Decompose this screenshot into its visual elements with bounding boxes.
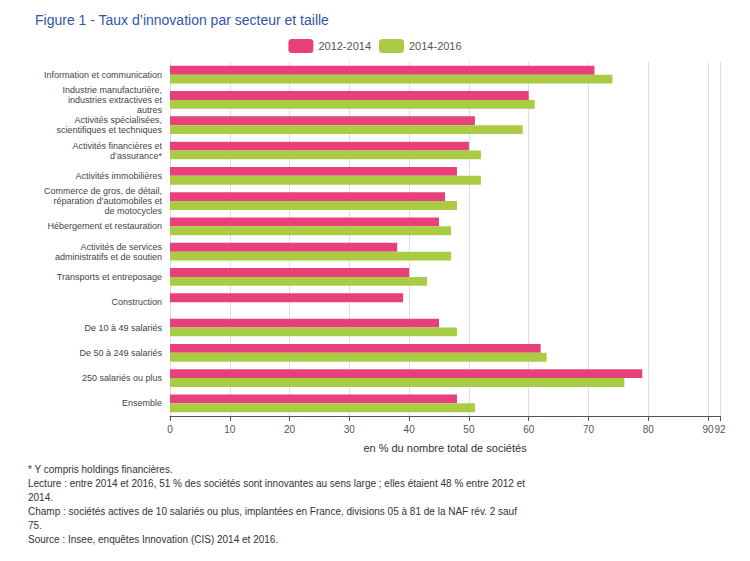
svg-text:250 salariés ou plus: 250 salariés ou plus: [82, 373, 163, 383]
svg-text:réparation d’automobiles et: réparation d’automobiles et: [53, 196, 162, 206]
svg-text:Construction: Construction: [111, 297, 162, 307]
svg-text:2014-2016: 2014-2016: [409, 40, 462, 52]
svg-text:de motocycles: de motocycles: [104, 206, 162, 216]
svg-text:Activités de services: Activités de services: [80, 242, 162, 252]
svg-text:2014.: 2014.: [28, 492, 53, 503]
svg-text:Champ : sociétés actives de 10: Champ : sociétés actives de 10 salariés …: [28, 506, 517, 517]
svg-text:d’assurance*: d’assurance*: [110, 151, 163, 161]
svg-text:80: 80: [643, 424, 655, 435]
svg-text:administratifs et de soutien: administratifs et de soutien: [55, 252, 162, 262]
svg-text:75.: 75.: [28, 520, 42, 531]
svg-text:Ensemble: Ensemble: [122, 398, 162, 408]
svg-text:scientifiques et techniques: scientifiques et techniques: [56, 125, 162, 135]
svg-text:70: 70: [583, 424, 595, 435]
svg-text:60: 60: [523, 424, 535, 435]
svg-text:en % du nombre total de sociét: en % du nombre total de sociétés: [363, 442, 527, 454]
svg-text:Activités immobilières: Activités immobilières: [75, 171, 162, 181]
svg-text:Lecture : entre 2014 et 2016,: Lecture : entre 2014 et 2016, 51 % des s…: [28, 478, 525, 489]
svg-text:30: 30: [344, 424, 356, 435]
svg-text:Activités spécialisées,: Activités spécialisées,: [74, 115, 162, 125]
svg-text:Figure 1 - Taux d’innovation p: Figure 1 - Taux d’innovation par secteur…: [35, 12, 329, 28]
svg-text:0: 0: [167, 424, 173, 435]
svg-text:Transports et entreposage: Transports et entreposage: [57, 272, 162, 282]
svg-text:De 50 à 249 salariés: De 50 à 249 salariés: [79, 348, 162, 358]
svg-text:De 10 à 49 salariés: De 10 à 49 salariés: [84, 323, 162, 333]
svg-text:10: 10: [224, 424, 236, 435]
svg-text:40: 40: [404, 424, 416, 435]
svg-text:Industrie manufacturière,: Industrie manufacturière,: [62, 85, 162, 95]
svg-text:92: 92: [714, 424, 726, 435]
svg-text:50: 50: [463, 424, 475, 435]
svg-text:* Y compris holdings financièr: * Y compris holdings financières.: [28, 464, 173, 475]
svg-text:Commerce de gros, de détail,: Commerce de gros, de détail,: [44, 186, 162, 196]
svg-text:industries extractives et: industries extractives et: [68, 95, 163, 105]
svg-text:Hébergement et restauration: Hébergement et restauration: [47, 221, 162, 231]
svg-text:autres: autres: [137, 105, 163, 115]
svg-text:20: 20: [284, 424, 296, 435]
svg-text:Activités financières et: Activités financières et: [72, 141, 162, 151]
svg-text:Source : Insee, enquêtes Innov: Source : Insee, enquêtes Innovation (CIS…: [28, 534, 278, 545]
svg-text:Information et communication: Information et communication: [44, 70, 162, 80]
svg-text:2012-2014: 2012-2014: [318, 40, 371, 52]
svg-text:90: 90: [702, 424, 714, 435]
